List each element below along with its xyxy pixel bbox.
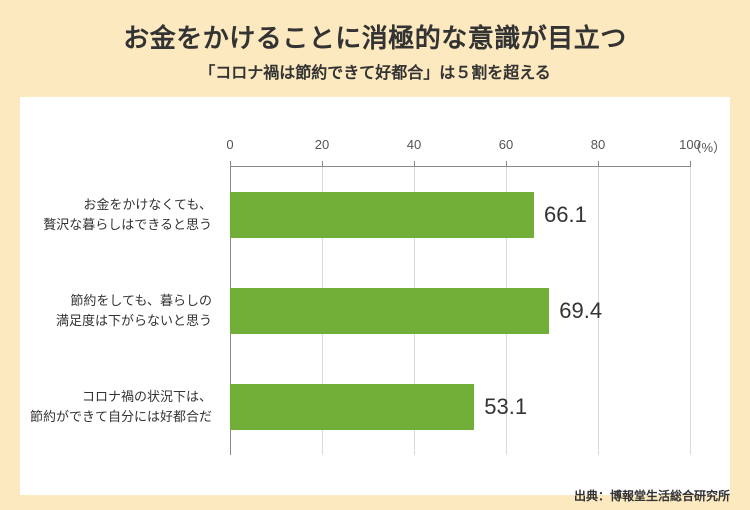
chart-row-0: お金をかけなくても、 贅沢な暮らしはできると思う 66.1 (230, 167, 690, 263)
chart-frame: 0 20 40 60 80 100 （%） お金をかけなくても、 贅沢な暮らしは… (20, 97, 730, 495)
x-tick-2: 40 (407, 137, 421, 152)
page-subtitle: 「コロナ禍は節約できて好都合」は５割を超える (20, 59, 730, 83)
bar-2 (230, 384, 474, 430)
source-credit: 出典：博報堂生活総合研究所 (574, 487, 730, 504)
bar-0 (230, 192, 534, 238)
x-unit: （%） (688, 137, 726, 156)
bar-1 (230, 288, 549, 334)
row-label-2: コロナ禍の状況下は、 節約ができて自分には好都合だ (30, 387, 230, 426)
x-axis: 0 20 40 60 80 100 （%） (230, 137, 690, 157)
chart-row-2: コロナ禍の状況下は、 節約ができて自分には好都合だ 53.1 (230, 359, 690, 455)
page-title: お金をかけることに消極的な意識が目立つ (20, 18, 730, 55)
row-label-1: 節約をしても、暮らしの 満足度は下がらないと思う (30, 291, 230, 330)
value-0: 66.1 (544, 202, 587, 228)
value-2: 53.1 (484, 394, 527, 420)
x-tick-3: 60 (499, 137, 513, 152)
plot-area: お金をかけなくても、 贅沢な暮らしはできると思う 66.1 節約をしても、暮らし… (230, 167, 690, 455)
value-1: 69.4 (559, 298, 602, 324)
x-tick-1: 20 (315, 137, 329, 152)
x-tick-4: 80 (591, 137, 605, 152)
gridline (690, 167, 691, 455)
row-label-0: お金をかけなくても、 贅沢な暮らしはできると思う (30, 195, 230, 234)
x-tick-0: 0 (226, 137, 233, 152)
chart-row-1: 節約をしても、暮らしの 満足度は下がらないと思う 69.4 (230, 263, 690, 359)
